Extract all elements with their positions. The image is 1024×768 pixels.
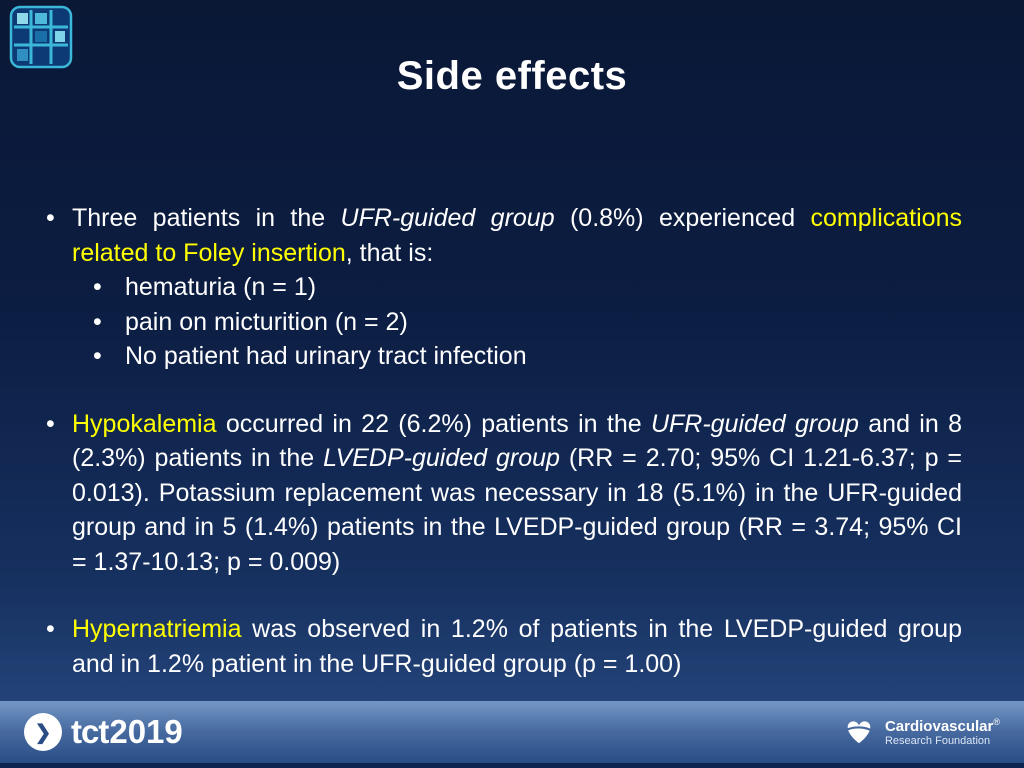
bullet-item: • Hypernatriemia was observed in 1.2% of… <box>40 612 962 681</box>
bullet-marker: • <box>93 273 102 301</box>
crf-logo: Cardiovascular® Research Foundation <box>842 717 1000 748</box>
bullet-marker: • <box>93 307 102 336</box>
tct-brand-text: tct <box>71 713 109 750</box>
bullet-item: • Three patients in the UFR-guided group… <box>40 201 962 270</box>
bullet-item: • Hypokalemia occurred in 22 (6.2%) pati… <box>40 407 962 580</box>
bullet-marker: • <box>46 409 55 438</box>
building-grid-icon <box>9 5 73 69</box>
heart-swoosh-icon <box>845 721 874 744</box>
text-segment: (0.8%) experienced <box>554 204 811 232</box>
bullet-group-1: • Three patients in the UFR-guided group… <box>40 201 962 374</box>
institution-logo <box>8 5 74 69</box>
text-segment-italic: UFR-guided group <box>650 409 859 438</box>
bullet-marker: • <box>46 204 55 232</box>
tct-logo: ❯ tct 2019 <box>24 713 183 751</box>
text-segment-highlight: Hypernatriemia <box>72 615 242 643</box>
text-segment: hematuria (n = 1) <box>125 273 317 301</box>
text-segment: Three patients in the <box>72 204 341 232</box>
text-segment-italic: LVEDP-guided group <box>323 444 560 472</box>
bullet-marker: • <box>46 615 55 643</box>
sub-bullet-item: • hematuria (n = 1) <box>40 270 962 305</box>
slide-title: Side effects <box>396 54 628 98</box>
text-segment: occurred in 22 (6.2%) patients in the <box>216 409 651 438</box>
bullet-group-2: • Hypokalemia occurred in 22 (6.2%) pati… <box>40 407 962 580</box>
text-segment: was observed in 1.2% of patients in the … <box>72 615 962 678</box>
text-segment-highlight: complications related to Foley insertion <box>72 204 962 267</box>
bullet-marker: • <box>93 342 102 370</box>
sub-bullet-item: • No patient had urinary tract infection <box>40 339 962 374</box>
crf-text: Cardiovascular® Research Foundation <box>885 717 1000 748</box>
tct-arrow-icon: ❯ <box>24 713 62 751</box>
tct-year-text: 2019 <box>109 713 183 750</box>
crf-name-text: Cardiovascular <box>884 717 994 735</box>
footer-bar: ❯ tct 2019 Cardiovascular® Research Foun… <box>0 701 1024 768</box>
text-segment: , that is: <box>345 238 434 267</box>
text-segment-italic: UFR-guided group <box>340 204 555 232</box>
text-segment-highlight: Hypokalemia <box>72 409 217 438</box>
crf-name-line: Cardiovascular® <box>885 717 1000 735</box>
text-segment: No patient had urinary tract infection <box>125 342 527 370</box>
crf-subtitle-text: Research Foundation <box>884 734 991 747</box>
text-segment: pain on micturition (n = 2) <box>125 307 408 336</box>
tct-wordmark: tct 2019 <box>71 713 183 751</box>
sub-bullet-item: • pain on micturition (n = 2) <box>40 305 962 340</box>
registered-mark: ® <box>993 716 1000 727</box>
text-segment: (RR = 2.70; 95% CI 1.21-6.37; p = 0.013)… <box>72 444 962 576</box>
text-segment: and in 8 (2.3%) patients in the <box>72 409 962 473</box>
slide-body: • Three patients in the UFR-guided group… <box>40 201 962 681</box>
bullet-group-3: • Hypernatriemia was observed in 1.2% of… <box>40 612 962 681</box>
